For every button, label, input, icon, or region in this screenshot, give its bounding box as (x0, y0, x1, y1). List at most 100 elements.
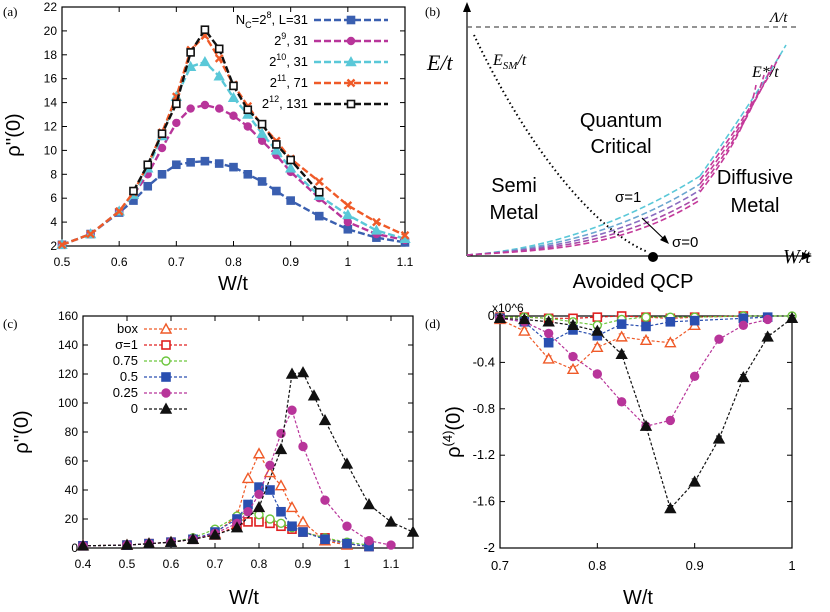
data-point (86, 229, 95, 239)
data-point (592, 369, 603, 379)
xlabel-a: W/t (218, 273, 248, 295)
data-point (257, 136, 267, 146)
diffusive-metal-label: Metal (731, 195, 780, 217)
data-point (243, 105, 253, 115)
data-point (568, 351, 578, 362)
legend-label: 0 (131, 401, 138, 416)
legend-marker (161, 340, 171, 350)
data-point (340, 457, 354, 469)
diagram-panel-b: Λ/t E/t ESM/t E*/t Quantum Critical Semi… (426, 2, 812, 293)
data-point (241, 471, 255, 484)
estar-curve (699, 64, 773, 185)
data-point (665, 316, 676, 327)
data-point (257, 119, 267, 129)
data-point (342, 538, 352, 549)
legend-marker (159, 322, 173, 334)
x-tick-label: 0.9 (295, 557, 312, 571)
data-point (252, 447, 266, 459)
data-point (761, 330, 774, 342)
data-point (384, 515, 398, 527)
data-point (641, 312, 651, 322)
ylabel-b: E/t (426, 50, 454, 75)
y-tick-label: 20 (44, 24, 58, 38)
data-point (243, 122, 252, 131)
data-point (287, 521, 297, 532)
data-point (243, 170, 253, 179)
data-point (186, 48, 195, 57)
data-point (214, 44, 224, 54)
y-tick-label: 0 (71, 541, 78, 555)
x-tick-label: 0.5 (119, 557, 136, 571)
x-tick-label: 0.7 (207, 557, 224, 571)
y-tick-label: -1.6 (473, 494, 495, 509)
plot-frame (499, 315, 793, 549)
chart-panel-a: 0.5 0.6 0.7 0.8 0.9 1 1.1 2 4 6 8 10 12 14 16 18 20 22 NC=… (44, 0, 414, 269)
x-tick-label: 0.9 (282, 255, 299, 269)
legend-marker (345, 56, 357, 67)
data-point (229, 111, 238, 120)
data-point (566, 318, 580, 330)
y-tick-label: 0 (488, 308, 495, 323)
xlabel-d: W/t (623, 587, 653, 609)
data-point (785, 311, 799, 324)
data-point (284, 162, 297, 173)
x-tick-label: 1 (788, 558, 795, 573)
data-point (343, 217, 353, 227)
data-point (227, 91, 240, 103)
data-point (256, 127, 268, 138)
avoided-qcp-label: Avoided QCP (573, 271, 694, 293)
data-point (214, 159, 224, 168)
data-point (265, 485, 275, 495)
data-point (276, 506, 286, 517)
data-point (57, 240, 67, 250)
data-point (543, 328, 554, 339)
diffusive-label: Diffusive (717, 167, 793, 189)
esm-crossover-curve (473, 34, 649, 253)
y-tick-label: 4 (50, 215, 57, 229)
data-point (591, 324, 604, 336)
y-tick-label: 80 (65, 425, 79, 439)
y-tick-label: 20 (65, 512, 79, 526)
sigma1-label: σ=1 (615, 189, 641, 206)
series-line (61, 103, 406, 246)
legend-label: NC=28, L=31 (236, 10, 308, 30)
data-point (370, 224, 383, 235)
data-point (364, 536, 374, 546)
data-point (76, 539, 90, 551)
data-point (296, 515, 310, 527)
x-tick-label: 0.7 (168, 255, 185, 269)
estar-label: E*/t (751, 64, 779, 81)
x-tick-label: 0.7 (491, 558, 509, 573)
b-y-arrow (463, 2, 471, 12)
data-point (518, 324, 531, 336)
data-point (164, 535, 178, 547)
y-tick-label: 120 (58, 367, 78, 381)
data-point (318, 413, 332, 426)
data-point (287, 405, 297, 415)
legend-label: 210, 31 (269, 52, 308, 69)
data-point (186, 158, 195, 167)
data-point (616, 397, 627, 407)
data-point (639, 419, 653, 431)
ylabel-d: ρ(4)(0) (440, 406, 465, 458)
ylabel-a: ρ''(0) (3, 113, 25, 156)
data-point (257, 177, 267, 186)
data-point (688, 475, 701, 487)
lambda-label: Λ/t (768, 10, 788, 26)
data-point (664, 502, 677, 514)
data-point (142, 537, 156, 549)
data-point (214, 54, 224, 63)
y-tick-label: 6 (50, 191, 57, 205)
data-point (307, 389, 321, 401)
data-point (665, 415, 676, 426)
y-tick-label: 22 (44, 0, 58, 14)
legend-label: 0.25 (113, 385, 138, 400)
y-tick-label: 60 (65, 454, 79, 468)
y-tick-label: 40 (65, 483, 79, 497)
data-point (208, 528, 222, 540)
data-point (229, 162, 238, 172)
y-tick-label: -2 (483, 540, 495, 555)
data-point (157, 129, 167, 138)
data-point (298, 441, 308, 452)
